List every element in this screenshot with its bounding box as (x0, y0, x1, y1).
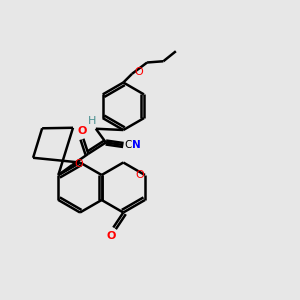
Text: O: O (135, 170, 144, 180)
Text: H: H (88, 116, 96, 126)
Text: O: O (77, 126, 87, 136)
Text: N: N (132, 140, 141, 150)
Text: O: O (75, 159, 83, 169)
Text: C: C (124, 140, 132, 150)
Text: O: O (106, 231, 116, 241)
Text: O: O (135, 68, 143, 77)
